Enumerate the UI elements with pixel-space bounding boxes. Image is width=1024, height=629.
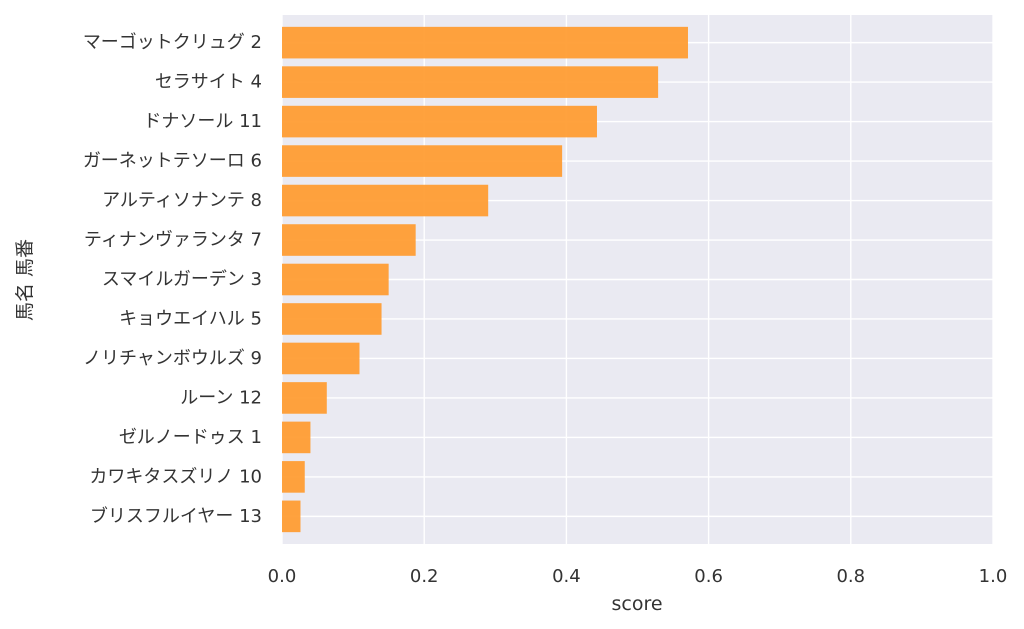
y-tick-label: マーゴットクリュグ 2: [83, 32, 262, 53]
bars: [282, 26, 688, 533]
x-tick-label: 0.2: [410, 566, 439, 587]
bar: [282, 382, 327, 414]
bar: [282, 500, 301, 533]
x-tick-labels: 0.0 0.2 0.4 0.6 0.8 1.0: [268, 566, 1008, 587]
y-tick-label: ブリスフルイヤー 13: [90, 505, 262, 527]
y-tick-label: スマイルガーデン 3: [102, 269, 262, 290]
y-tick-labels: マーゴットクリュグ 2 セラサイト 4 ドナソール 11 ガーネットテソーロ 6 アルテ…: [83, 32, 262, 527]
bar: [282, 461, 305, 493]
y-tick-label: ガーネットテソーロ 6: [83, 151, 262, 172]
bar: [282, 263, 389, 296]
bar: [282, 26, 688, 59]
bar: [282, 342, 360, 375]
y-tick-label: セラサイト 4: [155, 72, 262, 93]
x-tick-label: 0.0: [268, 566, 297, 587]
bar: [282, 66, 659, 98]
x-axis-title: score: [611, 593, 662, 615]
bar: [282, 224, 416, 256]
bar: [282, 421, 311, 454]
y-tick-label: アルティソナンテ 8: [102, 190, 262, 211]
bar: [282, 105, 597, 138]
y-tick-label: ノリチャンボウルズ 9: [83, 348, 262, 369]
y-tick-label: ルーン 12: [180, 387, 262, 408]
y-tick-label: ドナソール 11: [143, 111, 262, 132]
bar: [282, 303, 382, 335]
y-tick-label: ティナンヴァランタ 7: [84, 230, 262, 251]
x-tick-label: 0.6: [694, 566, 723, 587]
y-tick-label: カワキタスズリノ 10: [89, 466, 262, 487]
bar: [282, 184, 489, 217]
x-tick-label: 0.8: [836, 566, 865, 587]
x-tick-label: 1.0: [979, 566, 1008, 587]
y-tick-label: ゼルノードゥス 1: [119, 427, 262, 448]
bar: [282, 145, 563, 177]
y-axis-title: 馬名 馬番: [14, 239, 36, 321]
x-tick-label: 0.4: [552, 566, 581, 587]
y-tick-label: キョウエイハル 5: [119, 308, 262, 329]
